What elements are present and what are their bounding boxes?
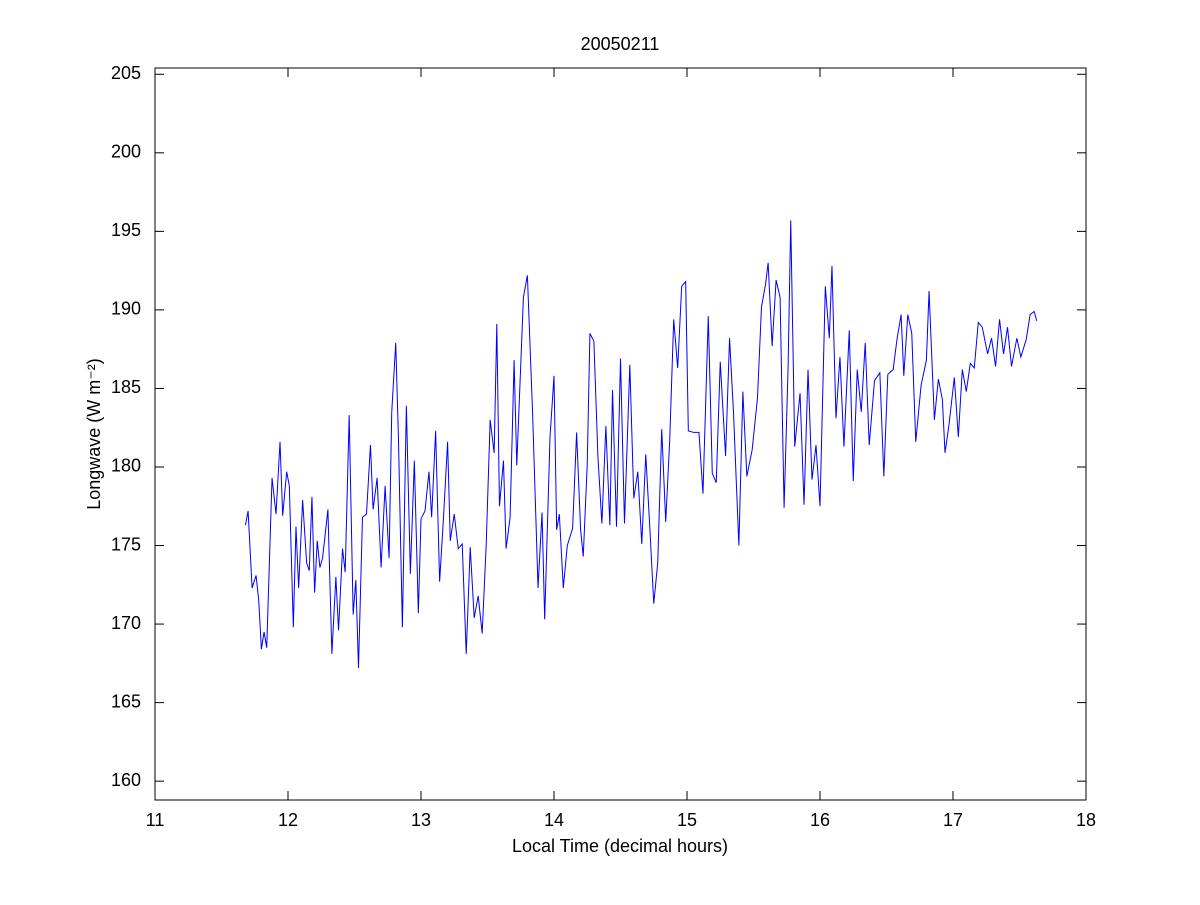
- y-axis-label: Longwave (W m⁻²): [84, 358, 104, 510]
- x-tick-label: 14: [544, 810, 564, 830]
- y-tick-label: 180: [111, 456, 141, 476]
- chart-title: 20050211: [581, 34, 660, 54]
- y-tick-label: 205: [111, 63, 141, 83]
- x-tick-label: 18: [1076, 810, 1096, 830]
- x-tick-label: 12: [278, 810, 298, 830]
- y-tick-label: 175: [111, 534, 141, 554]
- x-tick-label: 11: [146, 810, 165, 830]
- x-axis-label: Local Time (decimal hours): [512, 836, 728, 856]
- x-tick-label: 17: [943, 810, 963, 830]
- y-tick-label: 165: [111, 691, 141, 711]
- y-tick-label: 200: [111, 142, 141, 162]
- y-tick-label: 160: [111, 770, 141, 790]
- y-tick-label: 195: [111, 220, 141, 240]
- y-tick-label: 190: [111, 299, 141, 319]
- x-tick-label: 13: [411, 810, 431, 830]
- axes-frame: [154, 67, 1087, 801]
- y-tick-label: 185: [111, 377, 141, 397]
- x-tick-label: 16: [810, 810, 830, 830]
- y-tick-label: 170: [111, 613, 141, 633]
- x-tick-label: 15: [677, 810, 697, 830]
- data-line: [244, 220, 1038, 669]
